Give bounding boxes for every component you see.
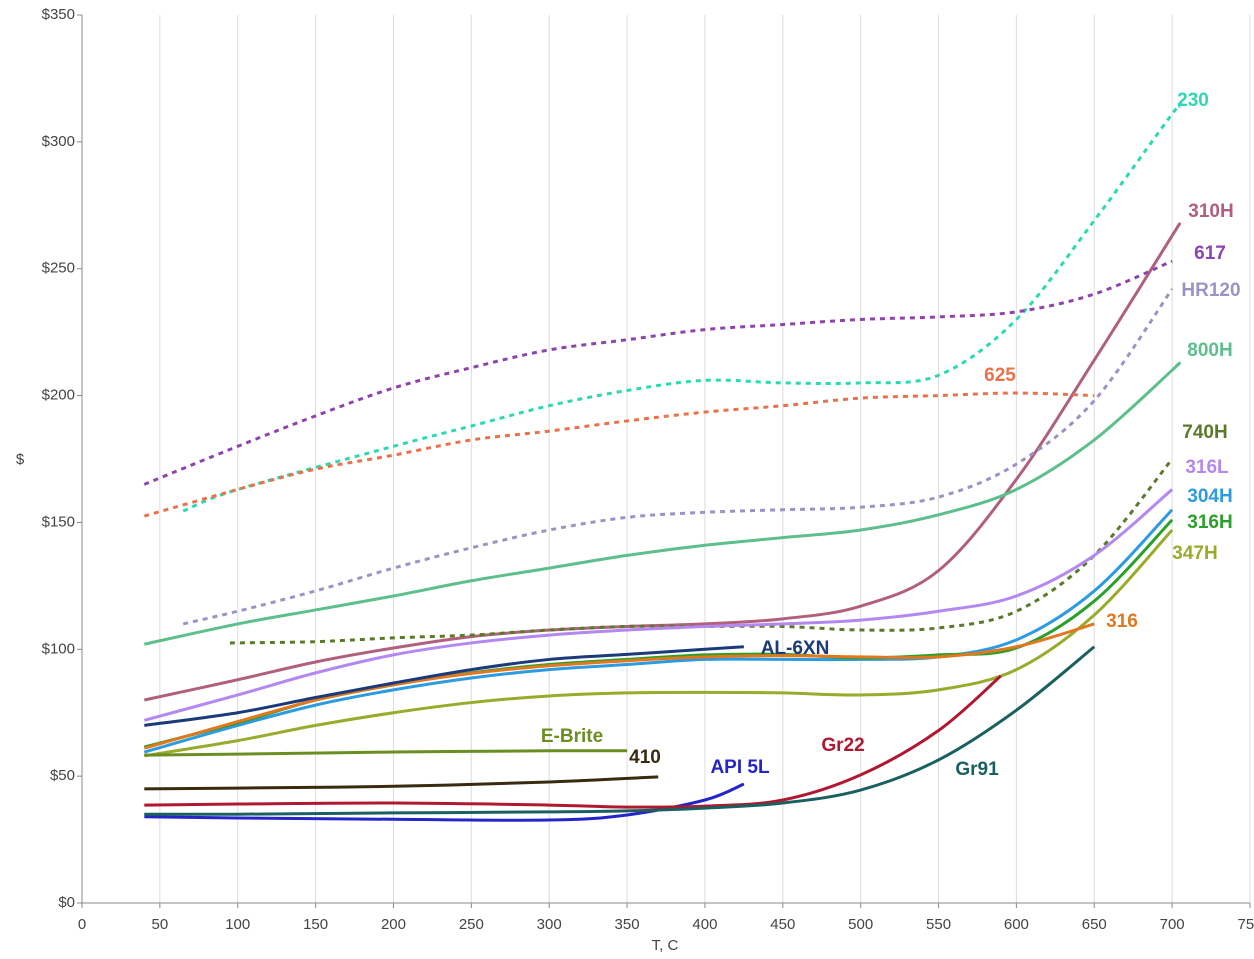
series-line [144, 645, 1096, 816]
series-label: 316L [1185, 457, 1229, 478]
x-tick-label: 700 [1160, 916, 1185, 933]
y-tick-label: $200 [42, 387, 75, 404]
series-label: 230 [1177, 90, 1209, 111]
series-label: 316 [1106, 611, 1138, 632]
x-tick-label: 650 [1082, 916, 1107, 933]
x-tick-label: 750 [1237, 916, 1254, 933]
series-line [182, 101, 1183, 513]
series-line [182, 288, 1174, 626]
series-line [143, 622, 1095, 750]
series-line [143, 391, 1095, 518]
x-tick-label: 500 [848, 916, 873, 933]
series-line [144, 775, 659, 791]
series-label: 740H [1182, 422, 1227, 443]
x-tick-label: 450 [770, 916, 795, 933]
y-tick-label: $350 [42, 6, 75, 23]
series-label: HR120 [1181, 280, 1240, 301]
series-line [144, 674, 1002, 809]
x-tick-label: 350 [615, 916, 640, 933]
series-line [144, 645, 744, 727]
series-label: 625 [984, 365, 1016, 386]
series-line [143, 259, 1173, 486]
series-label: AL-6XN [761, 638, 830, 659]
series-line [143, 361, 1181, 646]
series-line [143, 518, 1174, 749]
x-tick-label: 400 [692, 916, 717, 933]
y-tick-label: $150 [42, 513, 75, 530]
series-label: 347H [1172, 543, 1217, 564]
series-line [143, 222, 1181, 702]
x-axis-title: T, C [652, 937, 679, 954]
series-label: E-Brite [541, 726, 603, 747]
x-tick-label: 100 [225, 916, 250, 933]
x-tick-label: 550 [926, 916, 951, 933]
series-label: 800H [1187, 340, 1232, 361]
y-axis-title: $ [16, 451, 25, 468]
x-tick-label: 50 [152, 916, 169, 933]
series-line [144, 529, 1174, 758]
series-label: 316H [1187, 512, 1232, 533]
x-tick-label: 250 [459, 916, 484, 933]
x-tick-label: 200 [381, 916, 406, 933]
x-tick-label: 300 [537, 916, 562, 933]
series-label: 304H [1187, 486, 1232, 507]
series-line [143, 508, 1174, 754]
series-label: API 5L [710, 757, 770, 778]
series-line [229, 458, 1174, 645]
series-line [144, 782, 745, 822]
series-label: 310H [1188, 201, 1233, 222]
x-tick-label: 600 [1004, 916, 1029, 933]
series-label: 410 [629, 747, 661, 768]
series-label: Gr91 [955, 759, 999, 780]
y-tick-label: $100 [42, 640, 75, 657]
series-label: Gr22 [821, 735, 864, 756]
series-line [143, 488, 1174, 722]
y-tick-label: $250 [42, 260, 75, 277]
series-line [144, 749, 628, 757]
y-tick-label: $50 [50, 767, 75, 784]
x-tick-label: 150 [303, 916, 328, 933]
x-tick-label: 0 [78, 916, 86, 933]
y-tick-label: $0 [58, 894, 75, 911]
series-label: 617 [1194, 243, 1226, 264]
y-tick-label: $300 [42, 133, 75, 150]
